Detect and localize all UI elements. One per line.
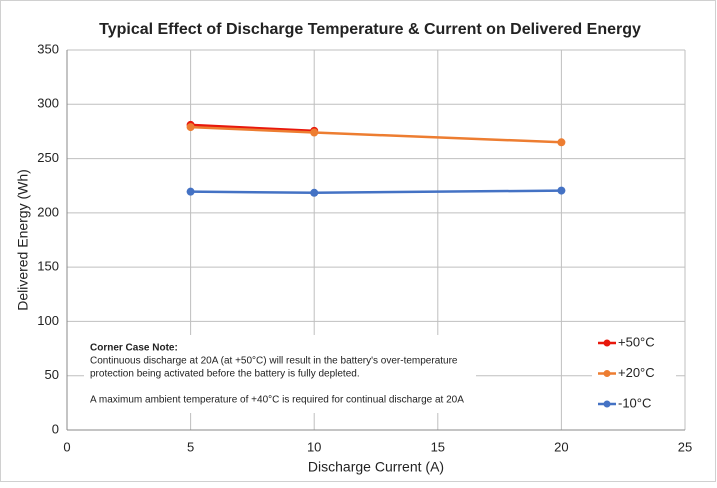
legend-marker [603, 370, 611, 377]
annotation-line: protection being activated before the ba… [90, 369, 360, 380]
y-tick-label: 350 [37, 41, 59, 56]
x-axis-label: Discharge Current (A) [308, 459, 444, 475]
x-tick-label: 5 [187, 439, 194, 454]
y-tick-label: 100 [37, 313, 59, 328]
data-point [557, 186, 566, 195]
legend-marker [603, 400, 611, 408]
data-point [186, 123, 195, 132]
series-line [190, 123, 315, 133]
annotation-title: Corner Case Note: [90, 343, 178, 354]
y-tick-label: 0 [52, 421, 59, 436]
annotation-line: A maximum ambient temperature of +40°C i… [90, 395, 464, 406]
x-tick-label: 10 [307, 439, 321, 454]
legend-label: +50°C [618, 334, 655, 349]
y-axis-label: Delivered Energy (Wh) [15, 169, 31, 311]
y-tick-label: 150 [37, 259, 59, 274]
y-tick-label: 250 [37, 150, 59, 165]
y-tick-label: 50 [45, 367, 59, 382]
data-point [186, 187, 195, 196]
legend-marker [603, 339, 611, 347]
legend-bg [592, 334, 676, 352]
y-tick-label: 200 [37, 204, 59, 219]
annotation-box [84, 335, 476, 413]
legend-label: -10°C [618, 395, 651, 410]
legend-bg [592, 364, 676, 383]
legend-bg [592, 395, 676, 413]
x-tick-label: 0 [63, 439, 70, 454]
data-point [310, 188, 319, 197]
x-tick-label: 15 [431, 439, 445, 454]
legend-label: +20°C [618, 365, 655, 380]
data-point [310, 128, 319, 137]
annotation-line: Continuous discharge at 20A (at +50°C) w… [90, 356, 458, 367]
data-point [557, 138, 566, 147]
x-tick-label: 20 [554, 439, 568, 454]
y-tick-label: 300 [37, 96, 59, 111]
chart-title: Typical Effect of Discharge Temperature … [99, 21, 641, 38]
x-tick-label: 25 [678, 439, 692, 454]
